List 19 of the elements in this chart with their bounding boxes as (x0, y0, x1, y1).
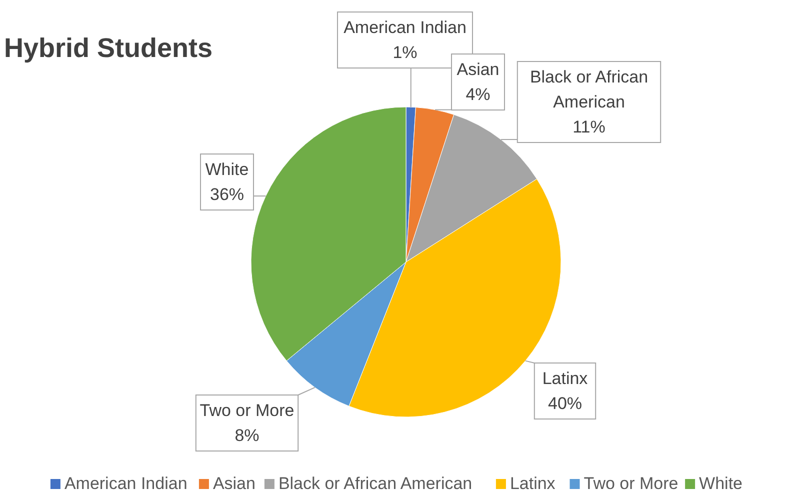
legend-label: Latinx (510, 474, 556, 493)
slice-label: American Indian (344, 18, 466, 37)
legend-label: Two or More (584, 474, 678, 493)
data-label: 40% (548, 394, 582, 413)
slice-label: Two or More (200, 401, 294, 420)
slice-label: Asian (456, 60, 500, 79)
legend-label: Black or African American (278, 474, 472, 493)
legend-label: White (699, 474, 743, 493)
slice-label: White (205, 160, 249, 179)
data-label: 8% (234, 426, 260, 445)
data-label: 36% (210, 185, 244, 204)
data-label: 11% (572, 118, 606, 136)
slice-label: Latinx (542, 369, 588, 388)
legend-label: American Indian (64, 474, 188, 493)
data-label: 4% (466, 85, 490, 104)
slice-label: Black or African American (530, 68, 648, 112)
text: Hybrid Students (4, 33, 213, 63)
legend-label: Asian (212, 474, 256, 493)
data-label: 1% (392, 43, 418, 62)
